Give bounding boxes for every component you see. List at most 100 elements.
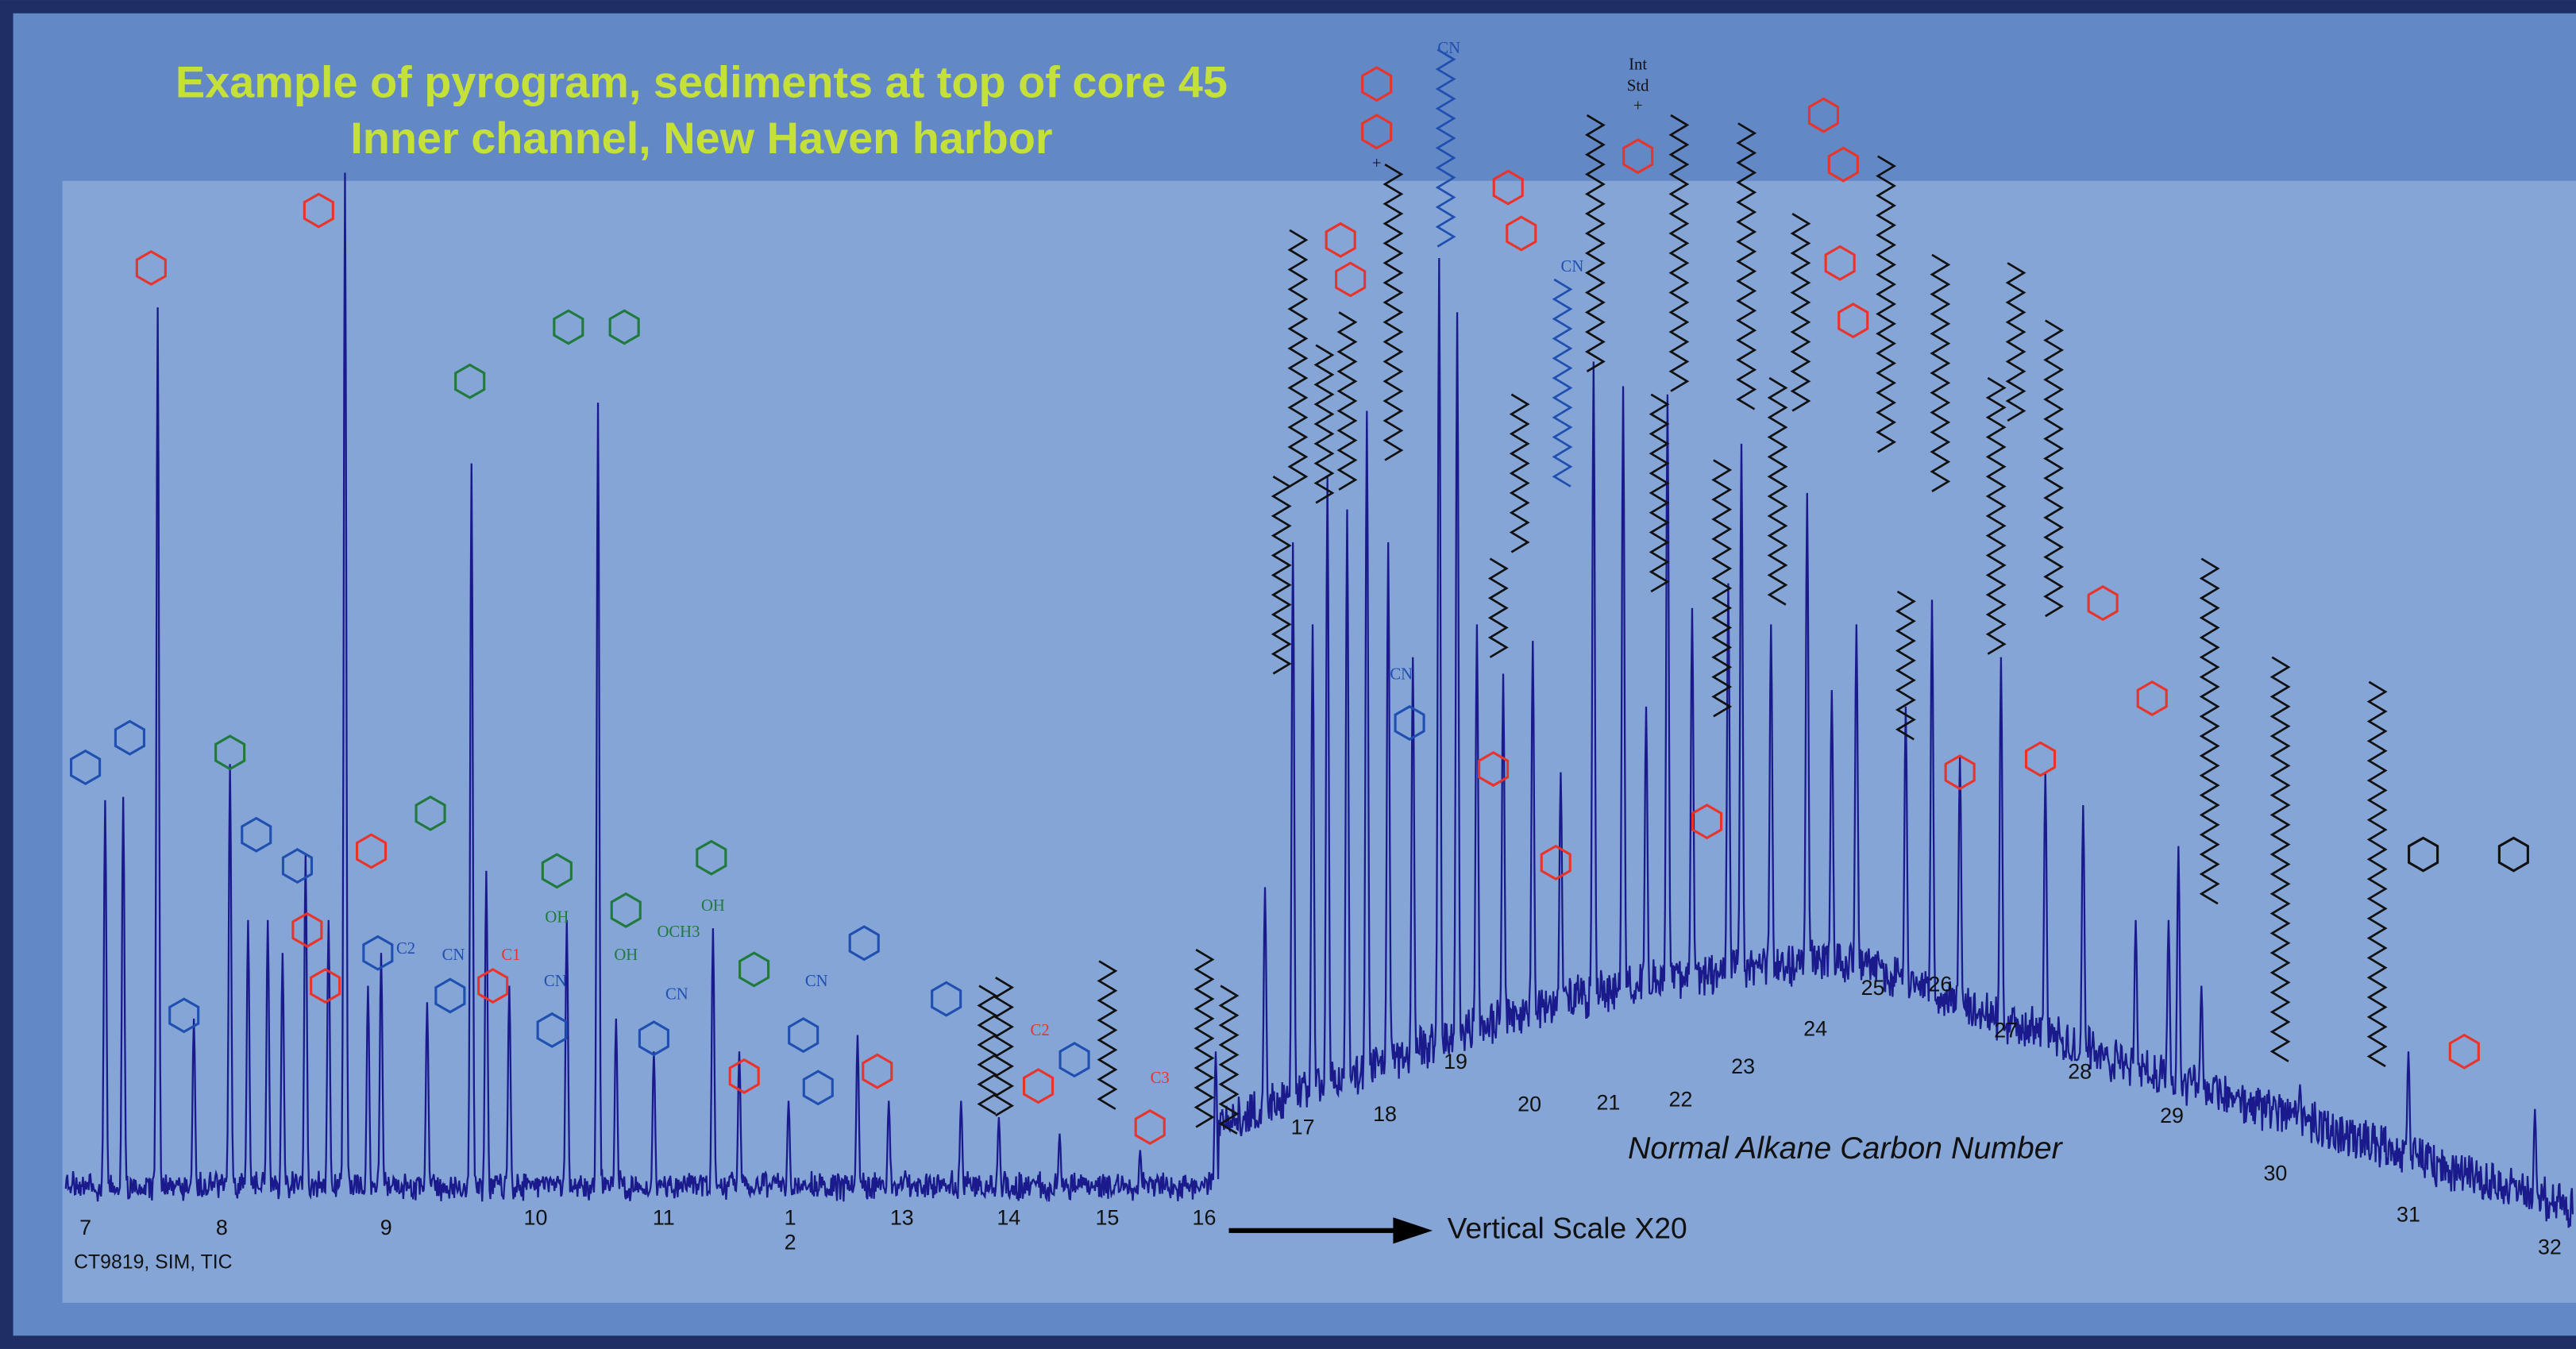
carbon-number: 14 — [997, 1205, 1020, 1229]
molecule-ring — [1944, 754, 1976, 791]
molecule-ring — [536, 1012, 568, 1048]
alkane-chain — [1930, 253, 1951, 492]
molecule-ring — [114, 719, 145, 756]
alkane-chain — [1668, 114, 1690, 392]
molecule-ring — [2087, 585, 2119, 621]
molecule-ring — [1134, 1108, 1166, 1145]
carbon-number: 8 — [216, 1216, 228, 1239]
molecule-ring — [477, 968, 509, 1004]
structure-label: CN — [442, 946, 465, 964]
alkane-chain — [1271, 476, 1292, 675]
alkane-chain — [2269, 656, 2291, 1062]
carbon-number: 2 — [785, 1230, 796, 1254]
molecule-ring — [168, 997, 200, 1034]
alkane-chain — [2043, 319, 2065, 618]
chromatogram-trace — [64, 172, 2574, 1228]
carbon-number: 25 — [1861, 976, 1885, 1000]
molecule-ring — [1540, 844, 1571, 881]
carbon-number: 27 — [1994, 1019, 2018, 1043]
alkane-chain — [1194, 948, 1215, 1128]
structure-label: CN — [805, 973, 828, 990]
structure-label: CN — [1561, 258, 1584, 276]
molecule-ring — [1394, 705, 1425, 742]
alkane-chain — [1097, 960, 1118, 1110]
alkane-chain — [1435, 48, 1456, 248]
molecule-ring — [356, 833, 388, 869]
carbon-number: 23 — [1731, 1054, 1755, 1078]
carbon-number: 31 — [2397, 1202, 2420, 1226]
molecule-ring — [454, 363, 486, 399]
carbon-number: 17 — [1291, 1116, 1315, 1139]
molecule-ring — [214, 734, 246, 771]
carbon-number: 1 — [785, 1205, 796, 1229]
molecule-ring — [1824, 245, 1856, 281]
structure-label: + — [1372, 155, 1382, 172]
molecule-ring — [638, 1020, 669, 1057]
structure-label: OH — [701, 897, 725, 915]
structure-label: CN — [665, 986, 688, 1004]
molecule-ring — [862, 1053, 893, 1089]
molecule-ring — [788, 1017, 819, 1054]
carbon-number: 30 — [2263, 1162, 2287, 1185]
molecule-ring — [70, 749, 102, 785]
alkane-chain — [1509, 393, 1530, 553]
alkane-chain — [1767, 376, 1788, 606]
plot-area — [62, 180, 2576, 1303]
structure-label: CN — [1390, 665, 1413, 683]
molecule-ring — [1506, 215, 1537, 252]
molecule-ring — [310, 968, 341, 1004]
carbon-number: 26 — [1928, 973, 1952, 996]
alkane-chain — [993, 977, 1015, 1117]
molecule-ring — [848, 925, 880, 962]
molecule-ring — [241, 816, 272, 853]
alkane-chain — [2199, 557, 2220, 905]
molecule-ring — [2448, 1033, 2480, 1070]
carbon-number: 32 — [2538, 1235, 2562, 1259]
structure-label: OH — [614, 946, 638, 964]
carbon-number: 11 — [653, 1205, 675, 1229]
molecule-ring — [362, 935, 394, 971]
molecule-ring — [281, 848, 314, 885]
molecule-ring — [434, 977, 466, 1014]
molecule-ring — [1335, 261, 1367, 298]
molecule-ring — [2024, 741, 2057, 777]
molecule-ring — [696, 839, 727, 876]
structure-label: Std — [1627, 78, 1649, 95]
molecule-ring — [1022, 1068, 1055, 1104]
alkane-chain — [1895, 590, 1916, 741]
alkane-chain — [1313, 344, 1335, 504]
title-line: Example of pyrogram, sediments at top of… — [175, 57, 1228, 107]
structure-label: C1 — [501, 946, 520, 964]
molecule-ring — [135, 249, 167, 286]
alkane-chain — [1649, 393, 1670, 593]
alkane-chain — [1552, 278, 1573, 488]
molecule-ring — [1622, 138, 1654, 175]
carbon-number: 29 — [2160, 1104, 2184, 1127]
alkane-chain — [1584, 114, 1606, 372]
alkane-chain — [1985, 376, 2007, 655]
molecule-ring — [1807, 97, 1840, 133]
molecule-ring — [1361, 114, 1393, 150]
structure-label: CN — [544, 973, 567, 990]
alkane-chain — [1736, 122, 1757, 410]
molecule-ring — [2136, 680, 2168, 716]
carbon-number: 15 — [1095, 1205, 1119, 1229]
carbon-number: 7 — [79, 1216, 91, 1239]
molecule-ring — [291, 912, 323, 948]
scale-arrowhead — [1393, 1217, 1433, 1244]
structure-label: CN — [1437, 40, 1460, 57]
molecule-ring — [1361, 66, 1393, 102]
alkane-chain — [1287, 229, 1309, 488]
structure-label: OCH3 — [657, 923, 700, 941]
carbon-number: 19 — [1444, 1050, 1467, 1073]
alkane-chain — [1487, 557, 1509, 658]
alkane-chain — [977, 985, 998, 1116]
structure-label: C3 — [1151, 1070, 1170, 1087]
carbon-number: 9 — [380, 1216, 392, 1239]
molecule-ring — [553, 309, 584, 345]
molecule-ring — [728, 1058, 760, 1094]
structure-label: + — [1633, 97, 1643, 114]
molecule-ring — [1827, 146, 1859, 183]
molecule-ring — [1691, 804, 1723, 840]
